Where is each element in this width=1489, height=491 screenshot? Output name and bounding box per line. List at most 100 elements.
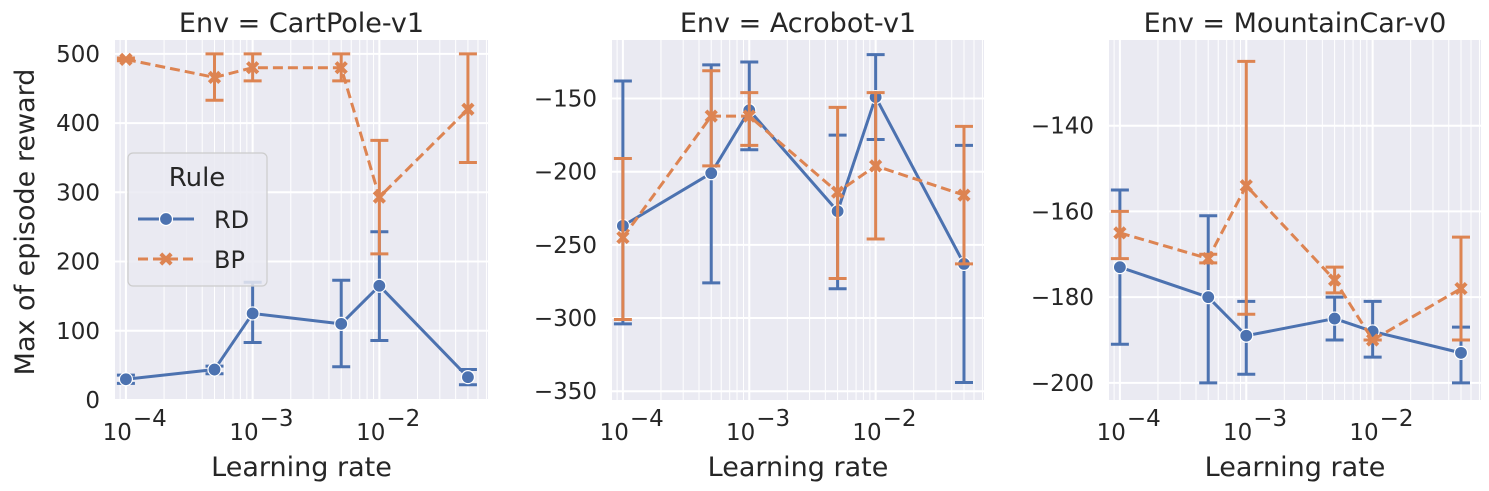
series-line bbox=[1119, 184, 1462, 342]
x-tick-exponent: −4 bbox=[630, 406, 664, 432]
data-point bbox=[372, 190, 386, 204]
data-point bbox=[742, 109, 756, 123]
data-point bbox=[957, 188, 971, 202]
series-line bbox=[622, 95, 966, 265]
y-tick-label: 500 bbox=[56, 42, 100, 68]
legend: Rule RD BP bbox=[127, 152, 268, 287]
data-point bbox=[207, 70, 222, 84]
plot-background bbox=[1109, 40, 1481, 400]
y-tick-label: −160 bbox=[1031, 199, 1094, 225]
data-point bbox=[372, 278, 387, 293]
x-tick-exponent: −4 bbox=[133, 406, 167, 432]
x-tick-base: 10 bbox=[1349, 420, 1378, 446]
series-line bbox=[1119, 265, 1462, 355]
legend-title: Rule bbox=[169, 163, 226, 193]
x-tick-label: 10−4 bbox=[1097, 406, 1161, 446]
x-tick-exponent: −3 bbox=[260, 406, 294, 432]
data-point bbox=[334, 61, 348, 75]
x-tick-label: 10−2 bbox=[852, 406, 916, 446]
x-tick-exponent: −2 bbox=[1380, 406, 1414, 432]
data-point bbox=[1454, 281, 1468, 296]
data-point bbox=[245, 306, 260, 321]
x-axis-label: Learning rate bbox=[708, 452, 889, 483]
x-tick-label: 10−3 bbox=[229, 406, 293, 446]
data-point bbox=[460, 370, 476, 385]
data-point bbox=[1366, 333, 1380, 347]
legend-label: RD bbox=[214, 206, 249, 234]
x-tick-base: 10 bbox=[229, 420, 258, 446]
data-point bbox=[1453, 345, 1469, 360]
data-point bbox=[830, 185, 845, 199]
x-tick-exponent: −3 bbox=[1253, 406, 1287, 432]
x-tick-label: 10−3 bbox=[1223, 406, 1287, 446]
series-bp bbox=[613, 69, 973, 322]
minor-grid bbox=[616, 40, 983, 400]
data-point bbox=[704, 109, 718, 123]
error-bar bbox=[740, 91, 759, 147]
panel-title: Env = MountainCar-v0 bbox=[1144, 8, 1447, 39]
legend-label: BP bbox=[214, 246, 245, 274]
y-tick-label: −250 bbox=[534, 233, 597, 259]
y-tick-label: −350 bbox=[534, 379, 597, 405]
data-point bbox=[1327, 273, 1342, 287]
legend-marker bbox=[159, 252, 173, 266]
y-tick-label: 0 bbox=[85, 388, 100, 414]
y-tick-label: 400 bbox=[56, 111, 100, 137]
x-tick-label: 10−4 bbox=[103, 406, 167, 446]
y-tick-label: −300 bbox=[534, 306, 597, 332]
y-tick-label: −200 bbox=[1031, 371, 1094, 397]
x-tick-exponent: −2 bbox=[386, 406, 420, 432]
y-tick-label: −180 bbox=[1031, 285, 1094, 311]
data-point bbox=[1239, 328, 1254, 343]
data-point bbox=[119, 52, 133, 66]
series-rd bbox=[116, 230, 477, 387]
series-line bbox=[125, 57, 469, 199]
y-tick-label: 300 bbox=[56, 180, 100, 206]
minor-grid bbox=[119, 40, 487, 400]
data-point bbox=[616, 230, 630, 245]
panel-title: Env = Acrobot-v1 bbox=[680, 8, 916, 39]
x-tick-exponent: −4 bbox=[1127, 406, 1161, 432]
data-point bbox=[869, 159, 883, 173]
data-point bbox=[704, 166, 719, 181]
series-bp bbox=[116, 52, 477, 256]
x-tick-base: 10 bbox=[600, 420, 629, 446]
data-point bbox=[334, 316, 349, 331]
series-line bbox=[125, 284, 470, 381]
data-point bbox=[1112, 260, 1127, 275]
y-tick-label: −200 bbox=[534, 160, 597, 186]
y-tick-label: −150 bbox=[534, 87, 597, 113]
data-point bbox=[118, 372, 134, 387]
x-tick-base: 10 bbox=[726, 420, 755, 446]
legend-frame bbox=[127, 152, 268, 287]
x-tick-label: 10−2 bbox=[356, 406, 420, 446]
data-point bbox=[1201, 251, 1215, 266]
x-tick-base: 10 bbox=[103, 420, 132, 446]
x-tick-exponent: −2 bbox=[883, 406, 917, 432]
legend-item-rd: RD bbox=[138, 206, 249, 234]
panel-title: Env = CartPole-v1 bbox=[179, 8, 424, 39]
data-point bbox=[1113, 226, 1127, 240]
x-tick-label: 10−4 bbox=[600, 406, 664, 446]
x-axis-label: Learning rate bbox=[211, 452, 392, 483]
legend-marker bbox=[158, 211, 174, 227]
data-point bbox=[461, 102, 475, 116]
data-point bbox=[1239, 179, 1253, 193]
x-tick-base: 10 bbox=[356, 420, 385, 446]
data-point bbox=[246, 61, 260, 75]
y-tick-label: 200 bbox=[56, 250, 100, 276]
x-tick-label: 10−3 bbox=[726, 406, 790, 446]
x-tick-base: 10 bbox=[1097, 420, 1126, 446]
series-bp bbox=[1110, 59, 1470, 347]
data-point bbox=[207, 362, 222, 377]
x-tick-base: 10 bbox=[852, 420, 881, 446]
y-tick-label: −140 bbox=[1031, 114, 1094, 140]
series-line bbox=[621, 114, 965, 239]
y-tick-label: 100 bbox=[56, 319, 100, 345]
x-tick-label: 10−2 bbox=[1349, 406, 1413, 446]
